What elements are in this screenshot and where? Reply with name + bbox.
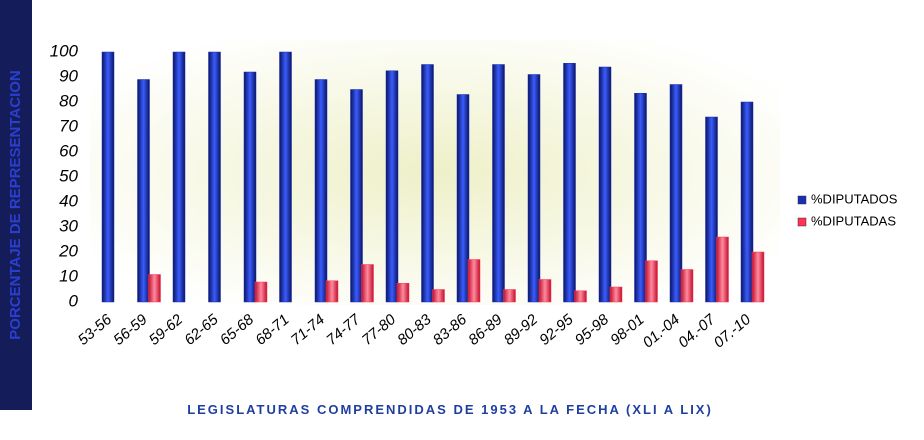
legend-label: %DIPUTADOS [811,191,898,206]
bar [503,289,516,303]
x-tick-label: 71-74 [288,311,328,349]
x-tick-label: 68-71 [252,311,292,349]
bar [350,89,363,303]
x-axis-title: LEGISLATURAS COMPRENDIDAS DE 1953 A LA F… [187,402,713,417]
x-tick-label: 95-98 [572,311,613,349]
bar [456,94,470,303]
y-tick-label: 0 [69,291,79,310]
bar [609,286,623,303]
x-tick-label: 89-92 [501,311,542,349]
bar [148,274,161,303]
bar [385,70,399,303]
x-tick-label: 65-68 [217,311,258,349]
legend-swatch [797,195,807,205]
bar [740,101,754,303]
bar [705,116,718,303]
legend-label: %DIPUTADAS [811,213,896,228]
y-tick-label: 10 [59,266,78,285]
plot-area [90,40,780,305]
bar [467,259,481,303]
x-tick-label: 59-62 [146,311,187,349]
bar [669,84,683,303]
bar [254,281,268,303]
y-tick-label: 90 [59,66,78,85]
bar [634,93,647,303]
bar [598,66,612,303]
y-tick-label: 40 [59,191,78,210]
bar [314,79,328,303]
bar [137,79,150,303]
bar [279,51,292,303]
bar [432,289,445,303]
legend-swatch [797,217,807,227]
y-tick-label: 70 [59,116,78,135]
y-tick-label: 60 [59,141,78,160]
x-tick-label: 74-77 [323,311,364,349]
bar [527,74,541,303]
x-tick-label: 56-59 [110,311,151,349]
bar [361,264,374,303]
bar [492,64,505,303]
x-tick-label: 98-01 [607,311,647,349]
x-tick-label: 80-83 [394,311,435,349]
bar [574,290,587,303]
y-tick-label: 20 [58,241,78,260]
x-tick-label: 62-65 [181,311,222,349]
bar [101,51,115,303]
y-tick-label: 30 [59,216,78,235]
y-tick-label: 100 [50,41,79,60]
bar [396,283,410,303]
x-tick-label: 86-89 [465,311,506,349]
x-tick-label: 53-56 [75,311,116,349]
y-title-strip [0,0,32,410]
bar [325,280,339,303]
bar [645,260,658,303]
y-tick-label: 50 [59,166,78,185]
y-axis-title: PORCENTAJE DE REPRESENTACION [7,70,24,339]
x-tick-label: 07.-10 [711,311,755,352]
x-tick-label: 01.-04 [640,311,684,351]
bar [751,251,765,303]
x-tick-label: 83-86 [430,311,471,349]
bar [538,279,552,303]
bar [680,269,694,303]
bar [563,63,576,303]
y-tick-label: 80 [59,91,78,110]
bar [421,64,434,303]
bar [716,236,729,303]
bar [243,71,257,303]
x-tick-label: 04.-07 [675,311,719,352]
x-tick-label: 92-95 [536,311,577,349]
bar [208,51,221,303]
bar [172,51,186,303]
x-tick-label: 77-80 [359,311,400,349]
